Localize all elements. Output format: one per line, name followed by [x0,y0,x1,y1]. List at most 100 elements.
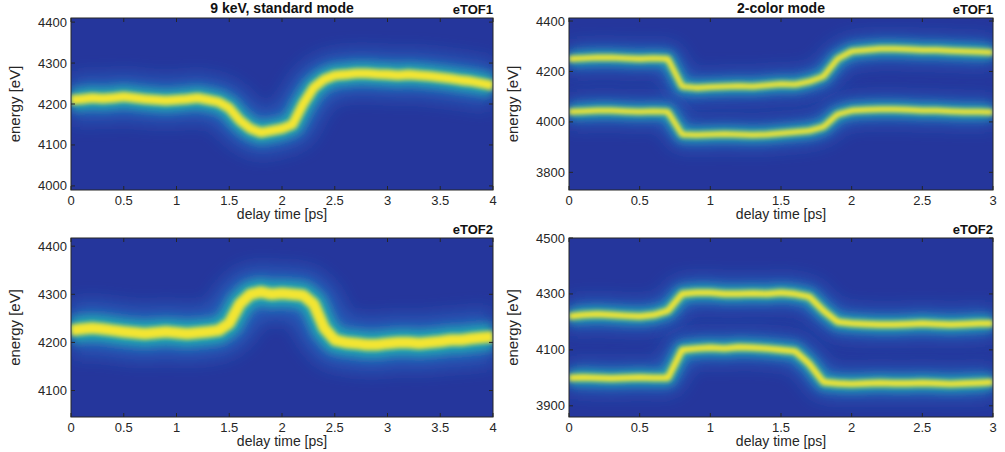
band-line [569,293,993,325]
detector-label: eTOF2 [453,222,493,237]
y-tick [989,293,993,294]
y-tick [989,172,993,173]
x-tick [710,186,711,190]
x-tick-label: 1 [173,420,180,435]
band-halo [71,292,493,345]
y-tick-label: 4200 [38,97,67,112]
x-tick [710,18,711,22]
plot-frame [71,18,493,190]
x-tick-label: 3 [384,420,391,435]
y-tick [989,71,993,72]
band-line [71,292,493,345]
x-tick [781,18,782,22]
y-tick [569,349,573,350]
plot-background [569,18,993,190]
y-tick [71,22,75,23]
x-tick [387,186,388,190]
plot-area [71,292,493,345]
x-tick [993,238,994,242]
y-tick [71,63,75,64]
y-tick-label: 4300 [38,56,67,71]
x-tick-label: 4 [489,193,496,208]
x-tick [781,238,782,242]
y-tick [569,238,573,239]
x-tick-label: 0 [67,420,74,435]
y-tick [489,294,493,295]
x-tick [781,186,782,190]
y-axis-title: energy [eV] [6,289,23,366]
x-tick [639,413,640,417]
x-tick-label: 0.5 [631,193,649,208]
x-tick [922,413,923,417]
panel: 00.511.522.533.5440004100420043004400del… [6,0,497,222]
detector-label: eTOF1 [453,2,493,17]
x-tick [229,238,230,242]
band-halo [569,49,993,88]
y-tick [71,342,75,343]
x-tick [282,238,283,242]
x-tick [123,18,124,22]
band-halo [569,293,993,325]
x-tick-label: 2.5 [326,193,344,208]
x-tick-label: 3 [989,193,996,208]
x-tick-label: 2.5 [326,420,344,435]
y-axis-title: energy [eV] [504,66,521,143]
x-tick [123,238,124,242]
band-halo [569,347,993,384]
y-tick [71,246,75,247]
band-line [569,49,993,88]
y-tick [71,144,75,145]
y-tick-label: 4400 [38,239,67,254]
x-tick-label: 0 [565,420,572,435]
x-tick [176,186,177,190]
x-tick-label: 2 [848,420,855,435]
detector-label: eTOF1 [953,2,993,17]
x-tick [569,413,570,417]
x-tick [282,18,283,22]
y-tick [71,390,75,391]
x-tick-label: 1 [707,193,714,208]
x-tick-label: 3.5 [431,420,449,435]
x-tick-label: 4 [489,420,496,435]
band-halo [569,109,993,135]
band-line [71,73,493,132]
y-tick [489,144,493,145]
x-tick [440,186,441,190]
band-halo [569,293,993,325]
x-tick [440,18,441,22]
band-halo [569,49,993,88]
y-tick-label: 4300 [536,286,565,301]
x-tick [387,18,388,22]
y-tick [569,21,573,22]
x-tick-label: 1 [707,420,714,435]
y-tick [489,22,493,23]
x-tick-label: 0.5 [115,193,133,208]
x-tick [993,186,994,190]
figure: 00.511.522.533.5440004100420043004400del… [0,0,1005,452]
x-tick [569,238,570,242]
x-tick-label: 0 [565,193,572,208]
x-tick [440,238,441,242]
x-tick [639,238,640,242]
x-tick [282,186,283,190]
y-tick [989,349,993,350]
panel-title: 2-color mode [737,0,825,16]
x-tick [851,413,852,417]
x-tick-label: 1 [173,193,180,208]
x-axis-title: delay time [ps] [736,433,826,449]
x-tick [569,186,570,190]
y-axis-title: energy [eV] [6,66,23,143]
y-tick-label: 3800 [536,165,565,180]
y-tick-label: 3900 [536,398,565,413]
y-tick-label: 4100 [536,342,565,357]
plot-frame [569,238,993,417]
band-line [569,109,993,135]
y-tick [489,63,493,64]
y-tick [569,172,573,173]
plot-frame [71,238,493,417]
x-tick [781,413,782,417]
x-tick [493,413,494,417]
x-tick [851,238,852,242]
y-tick [569,405,573,406]
y-tick [489,185,493,186]
